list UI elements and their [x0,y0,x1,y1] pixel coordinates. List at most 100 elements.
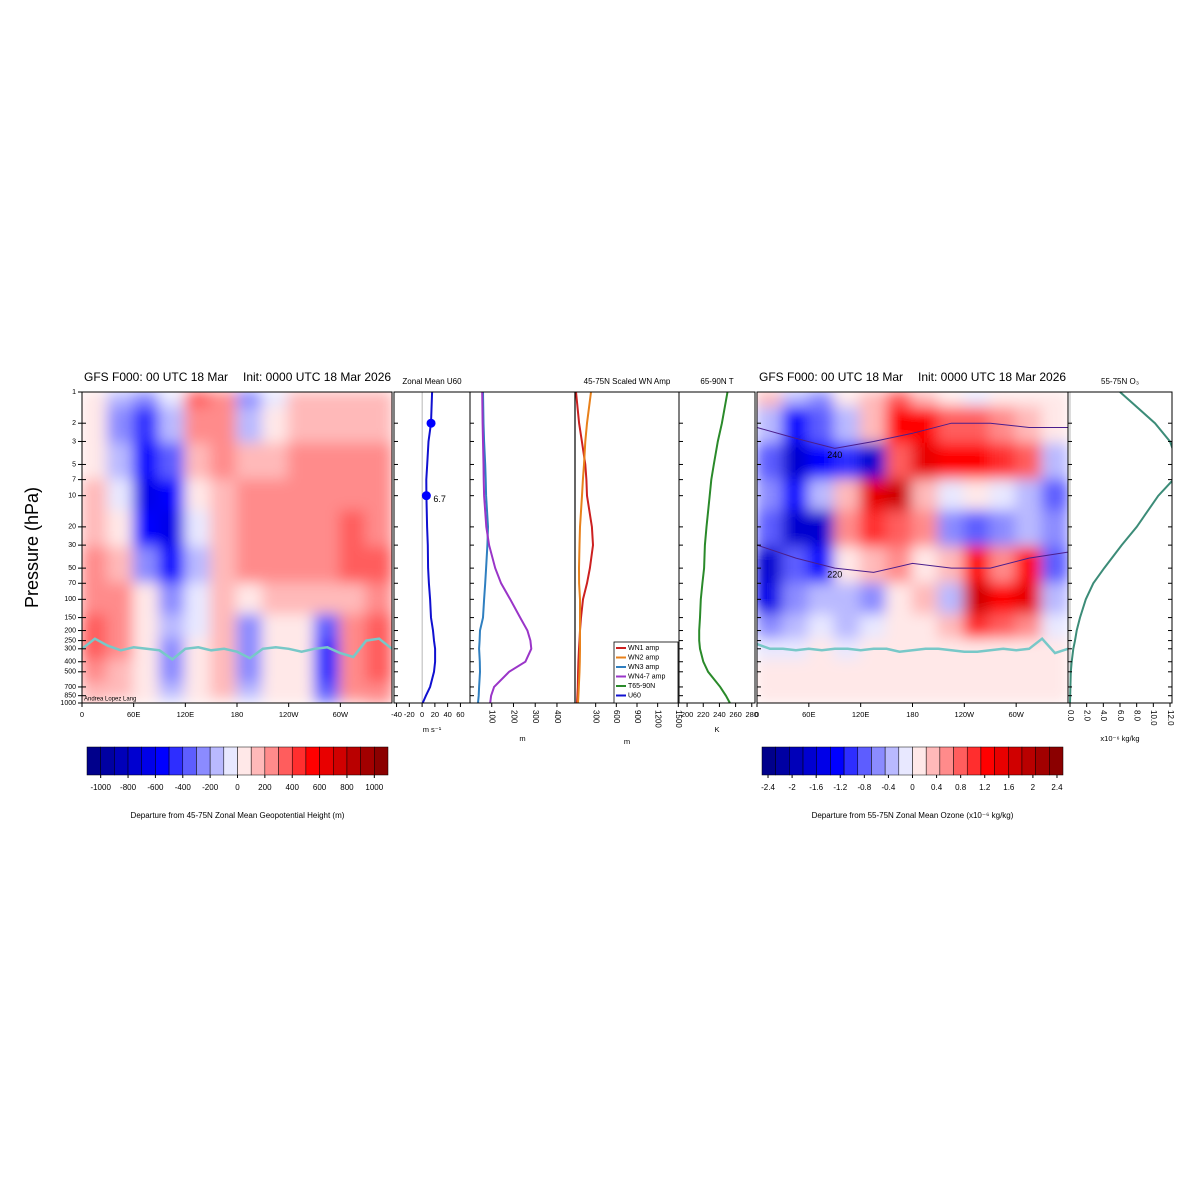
heatmap-cell [781,659,810,685]
contour-line [757,422,1068,449]
colorbar-box [871,746,886,776]
colorbar-box [1008,746,1023,776]
x-tick-label: 120W [955,710,976,719]
heatmap-cell [184,698,213,703]
heatmap-cell [287,479,316,513]
heatmap-cells [82,392,392,703]
heatmap-cell [82,442,109,482]
profile-line [575,391,595,704]
heatmap-cell [106,510,135,549]
colorbar-box [761,746,776,776]
heatmap-cell [158,659,187,685]
x-tick-label: 40 [443,710,451,719]
heatmap-cell [989,659,1018,685]
heatmap-cell [236,392,264,409]
x-tick-label: 60W [333,710,349,719]
chart-title: GFS F000: 00 UTC 18 Mar [759,370,903,384]
heatmap-cell [885,682,914,701]
y-tick-label: 700 [64,684,76,691]
heatmap-cell [106,406,135,445]
x-tick-label: 1500 [674,710,683,728]
x-tick-label: 200 [681,710,694,719]
heatmap-cell [781,682,810,701]
heatmap-cell [937,479,966,513]
heatmap-cell [339,510,368,549]
heatmap-cell [82,392,109,409]
heatmap-cell [339,613,368,641]
x-tick-label: 120E [852,710,870,719]
colorbar-box [319,746,334,776]
heatmap-cell [911,546,940,585]
heatmap-cell [911,659,940,685]
heatmap-cell [132,682,161,701]
heatmap-cell [82,406,109,445]
heatmap-cell [313,406,342,445]
heatmap-cell [833,659,862,685]
heatmap-cell [859,406,888,445]
heatmap-cell [184,479,213,513]
heatmap-cell [807,698,836,703]
y-tick-label: 20 [68,524,76,531]
colorbar-box [182,746,197,776]
y-tick-label: 10 [68,493,76,500]
heatmap-cell [757,510,784,549]
colorbar-tick-label: 400 [286,783,300,792]
x-tick-label: 8.0 [1133,710,1142,722]
heatmap [82,392,392,703]
heatmap-cell [781,582,810,616]
heatmap-cell [132,392,161,409]
heatmap-cell [989,582,1018,616]
colorbar-box [898,746,913,776]
heatmap-cell [1041,392,1068,409]
heatmap-cell [1015,613,1044,641]
x-tick-label: 180 [231,710,244,719]
x-tick-label: 12.0 [1166,710,1175,726]
panel-frame [393,391,471,704]
heatmap-cell [885,659,914,685]
heatmap-cell [339,479,368,513]
profile-lines [421,391,437,704]
colorbar-box [939,746,954,776]
contour-label: 240 [827,450,842,460]
heatmap-cell [158,682,187,701]
y-tick-label: 2 [72,420,76,427]
x-tick-label: 300 [592,710,601,724]
heatmap-cell [911,406,940,445]
heatmap-cell [261,582,290,616]
colorbar-box [994,746,1009,776]
heatmap-cell [132,479,161,513]
heatmap-cell [807,582,836,616]
heatmap-cell [911,582,940,616]
heatmap-cell [261,659,290,685]
colorbar-box [843,746,859,776]
heatmap-cell [937,510,966,549]
heatmap-cell [937,659,966,685]
heatmap-cell [1041,442,1068,482]
heatmap-cell [1015,392,1044,409]
heatmap-cell [106,392,135,409]
x-tick-label: 120W [279,710,300,719]
heatmap-cell [236,613,264,641]
colorbar-box [223,746,238,776]
heatmap-cell [365,659,392,685]
heatmap-cell [885,442,914,482]
heatmap-cell [859,442,888,482]
x-tick-label: 600 [612,710,621,724]
profile-line [1069,391,1172,704]
x-tick-label: 6.0 [1116,710,1125,722]
x-tick-label: 0 [80,710,84,719]
x-tick-label: 60E [802,710,815,719]
colorbar-tick-label: -1000 [90,783,111,792]
heatmap-cell [757,406,784,445]
colorbar-tick-label: 1000 [365,783,383,792]
heatmap-cell [365,613,392,641]
x-tick-label: 280 [746,710,759,719]
colorbar-box [264,746,279,776]
heatmap-cell [1041,698,1068,703]
heatmap-cell [833,406,862,445]
heatmap-cell [287,510,316,549]
heatmap-cell [1041,582,1068,616]
y-tick-label: 500 [64,669,76,676]
heatmap-cell [833,479,862,513]
heatmap-cell [781,406,810,445]
